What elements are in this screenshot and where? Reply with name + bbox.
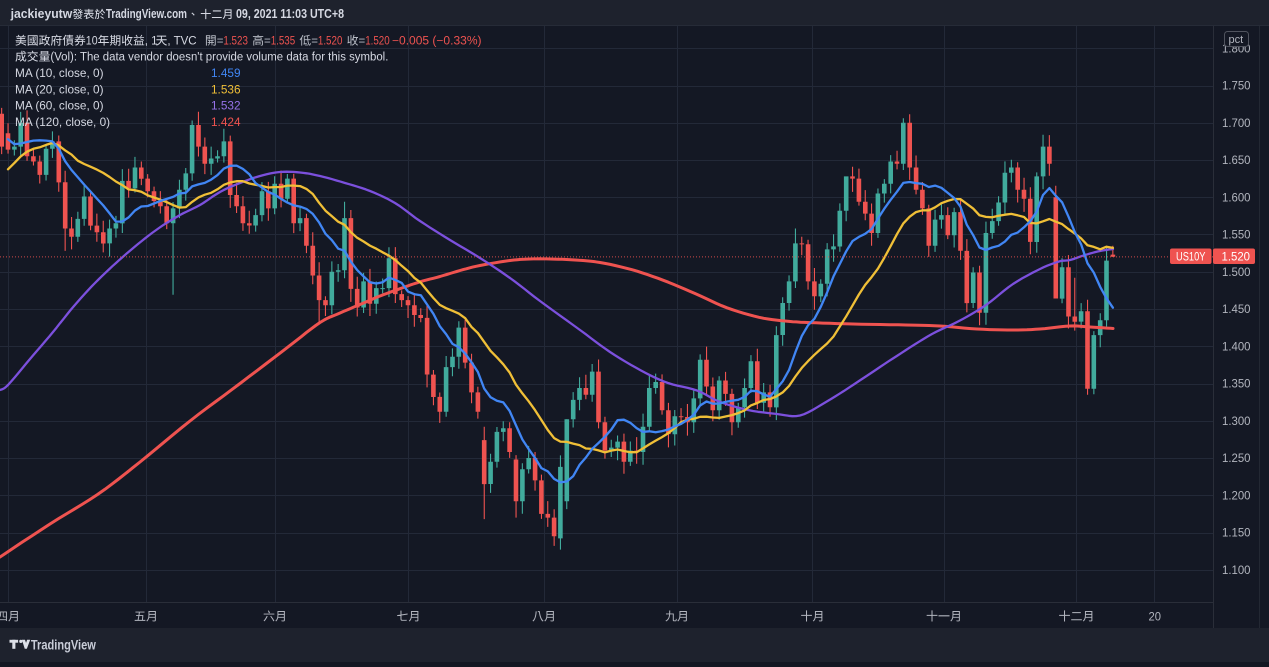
svg-text:1.600: 1.600 [1222,190,1251,204]
svg-text:US10Y: US10Y [1176,252,1206,264]
svg-text:1.100: 1.100 [1222,563,1251,577]
svg-text:1.700: 1.700 [1222,116,1251,130]
svg-text:1.550: 1.550 [1222,228,1251,242]
svg-text:TradingView: TradingView [31,638,96,653]
svg-text:1.424: 1.424 [211,115,241,129]
svg-text:MA (20, close, 0): MA (20, close, 0) [15,83,104,97]
svg-text:1.500: 1.500 [1222,265,1251,279]
svg-text:pct: pct [1229,34,1244,46]
svg-text:1.532: 1.532 [211,99,241,113]
svg-text:1.750: 1.750 [1222,79,1251,93]
svg-text:20: 20 [1149,610,1162,624]
svg-text:TradingView.com: TradingView.com [106,6,187,21]
svg-text:(Vol): The data vendor doesn't: (Vol): The data vendor doesn't provide v… [50,52,388,64]
svg-text:1.535: 1.535 [271,36,296,48]
svg-text:1.520: 1.520 [318,36,343,48]
svg-text:, 1: , 1 [145,36,158,48]
svg-text:1.650: 1.650 [1222,153,1251,167]
svg-text:1.459: 1.459 [211,66,241,80]
svg-text:1.200: 1.200 [1222,489,1251,503]
svg-text:=: = [359,36,366,48]
svg-text:=: = [311,36,318,48]
svg-text:1.300: 1.300 [1222,414,1251,428]
svg-text:10: 10 [86,36,98,48]
svg-text:−0.005 (−0.33%): −0.005 (−0.33%) [392,36,482,48]
svg-text:09, 2021 11:03 UTC+8: 09, 2021 11:03 UTC+8 [236,6,344,21]
svg-text:, TVC: , TVC [167,36,196,48]
svg-text:1.520: 1.520 [365,36,390,48]
svg-text:=: = [217,36,224,48]
svg-text:1.150: 1.150 [1222,526,1251,540]
svg-text:MA (60, close, 0): MA (60, close, 0) [15,99,104,113]
svg-text:1.520: 1.520 [1222,252,1251,264]
svg-text:MA (120, close, 0): MA (120, close, 0) [15,115,110,129]
svg-text:1.450: 1.450 [1222,302,1251,316]
svg-text:1.350: 1.350 [1222,377,1251,391]
svg-text:=: = [264,36,271,48]
svg-text:jackieyutw: jackieyutw [10,6,73,21]
svg-text:1.523: 1.523 [223,36,248,48]
svg-text:1.250: 1.250 [1222,451,1251,465]
svg-text:1.536: 1.536 [211,83,241,97]
svg-text:1.400: 1.400 [1222,340,1251,354]
svg-text:MA (10, close, 0): MA (10, close, 0) [15,66,104,80]
